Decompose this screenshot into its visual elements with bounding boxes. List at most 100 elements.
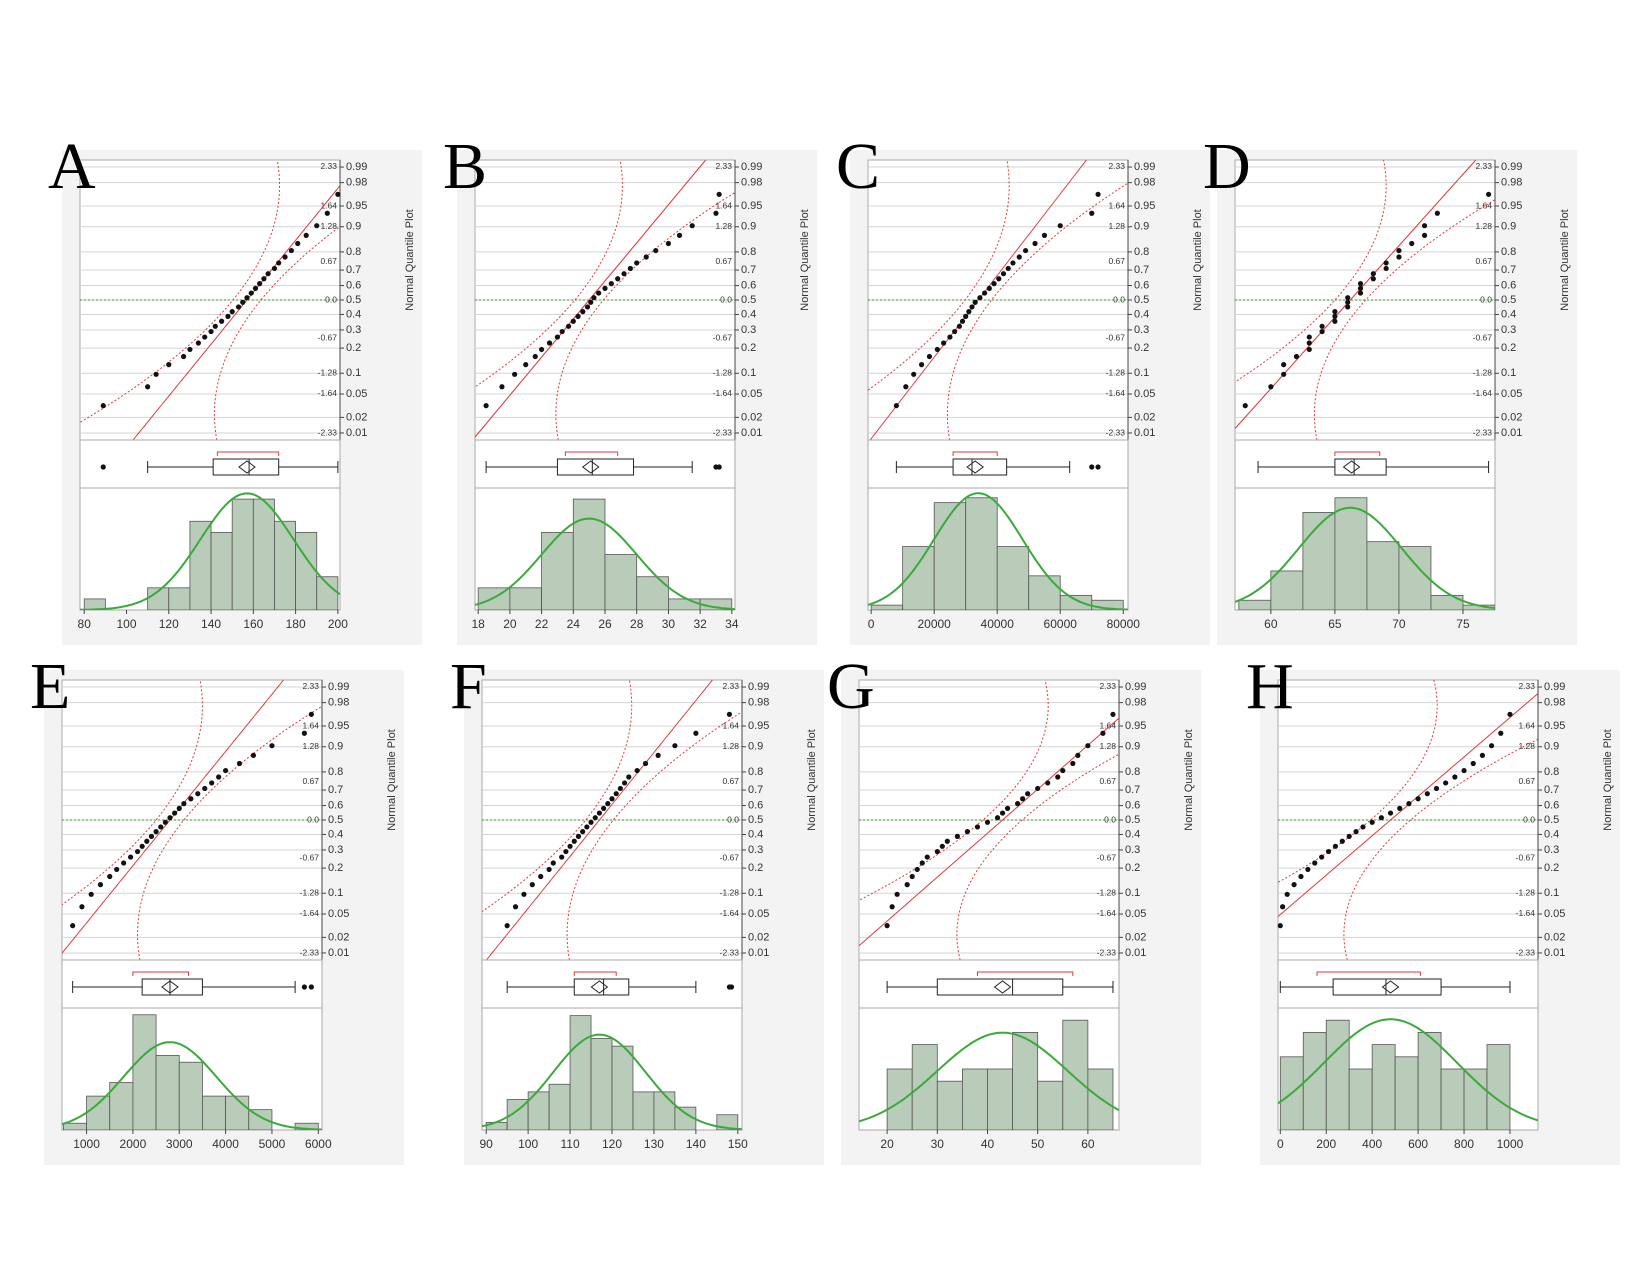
- probability-tick-label: 0.3: [1134, 324, 1149, 336]
- outlier: [301, 984, 307, 990]
- probability-tick-label: 0.5: [748, 814, 763, 826]
- quantile-point: [903, 384, 909, 390]
- z-tick-label: -2.33: [1097, 947, 1117, 957]
- quantile-point: [248, 290, 254, 296]
- probability-tick-label: 0.8: [346, 246, 361, 258]
- quantile-point: [1095, 191, 1101, 197]
- quantile-point: [523, 362, 529, 368]
- z-tick-label: 2.33: [722, 681, 739, 691]
- quantile-point: [591, 295, 597, 301]
- quantile-point: [1242, 403, 1248, 409]
- z-tick-label: -0.67: [720, 853, 740, 863]
- z-tick-label: 2.33: [1099, 681, 1116, 691]
- z-tick-label: -2.33: [300, 947, 320, 957]
- x-tick-label: 0: [868, 617, 875, 631]
- probability-tick-label: 0.7: [328, 784, 343, 796]
- quantile-point: [257, 281, 263, 287]
- histogram-bar: [987, 1068, 1013, 1130]
- probability-tick-label: 0.98: [741, 177, 762, 189]
- x-tick-label: 3000: [166, 1137, 193, 1151]
- z-tick-label: -1.28: [713, 367, 733, 377]
- normal-curve: [62, 1041, 322, 1130]
- probability-tick-label: 0.6: [1544, 799, 1559, 811]
- box: [212, 458, 280, 476]
- probability-tick-label: 0.4: [748, 828, 763, 840]
- z-tick-label: -1.64: [318, 388, 338, 398]
- probability-tick-label: 0.98: [748, 697, 769, 709]
- quantile-point: [934, 848, 940, 855]
- x-tick-label: 28: [630, 617, 644, 631]
- quantile-point: [1075, 752, 1081, 758]
- panel-letter: E: [30, 650, 70, 723]
- z-tick-label: 0.0: [1113, 294, 1125, 304]
- quantile-point: [79, 904, 85, 910]
- quantile-point: [1089, 210, 1095, 216]
- histogram-bar: [1302, 512, 1336, 610]
- histogram-bar: [1062, 1019, 1089, 1130]
- quantile-point: [914, 866, 920, 873]
- probability-tick-label: 0.05: [1501, 388, 1522, 400]
- quantile-point: [1434, 210, 1440, 216]
- x-tick-label: 32: [693, 617, 707, 631]
- z-tick-label: -0.67: [300, 853, 320, 863]
- quantile-point: [265, 271, 271, 277]
- probability-tick-label: 0.3: [1125, 844, 1140, 856]
- quantile-point: [114, 866, 120, 873]
- probability-tick-label: 0.9: [1134, 221, 1149, 233]
- histogram-bar: [668, 598, 701, 610]
- x-tick-label: 34: [725, 617, 739, 631]
- histogram-bar: [248, 1109, 273, 1130]
- outlier: [308, 984, 314, 990]
- shortest-half: [1316, 971, 1421, 976]
- z-tick-label: -2.33: [318, 427, 338, 437]
- quantile-point: [601, 805, 607, 811]
- quantile-point: [596, 810, 603, 816]
- x-tick-label: 800: [1454, 1137, 1474, 1151]
- quantile-point: [229, 309, 235, 315]
- x-tick-label: 80000: [1107, 617, 1141, 631]
- probability-tick-label: 0.8: [748, 766, 763, 778]
- quantile-point: [689, 223, 695, 229]
- histogram-bar: [604, 554, 638, 610]
- quantile-point: [575, 313, 581, 319]
- probability-tick-label: 0.9: [1501, 221, 1516, 233]
- z-tick-label: 0.0: [720, 294, 732, 304]
- quantile-point: [999, 810, 1006, 816]
- x-tick-label: 0: [1277, 1137, 1284, 1151]
- quantile-point: [1291, 882, 1297, 888]
- probability-tick-label: 0.05: [346, 388, 367, 400]
- probability-tick-label: 0.05: [748, 908, 769, 920]
- quantile-point: [538, 346, 545, 353]
- z-tick-label: -2.33: [1106, 427, 1126, 437]
- z-tick-label: 0.67: [1475, 256, 1492, 266]
- z-tick-label: 1.28: [320, 221, 337, 231]
- normal-curve: [1278, 1018, 1538, 1122]
- z-tick-label: -1.28: [720, 887, 740, 897]
- quantile-point: [127, 854, 134, 860]
- quantile-point: [1306, 340, 1312, 346]
- normal-curve: [482, 1033, 742, 1130]
- quantile-point: [1032, 240, 1038, 247]
- confidence-band: [1313, 199, 1495, 440]
- histogram-bar: [611, 1045, 634, 1130]
- probability-tick-label: 0.01: [328, 947, 349, 959]
- quantile-point: [613, 791, 619, 797]
- panel: 0.01 0.02 0.05 0.1 0.2 0.3 0.4 0.5 0.6 0.7 0.8 0.9 0…: [443, 130, 817, 645]
- quantile-point: [1306, 346, 1312, 353]
- quantile-point: [642, 760, 649, 767]
- quantile-point: [512, 904, 519, 910]
- quantile-point: [626, 774, 632, 780]
- quantile-point: [269, 743, 275, 749]
- quantile-axis-title: Normal Quantile Plot: [404, 209, 416, 311]
- probability-tick-label: 0.4: [1125, 828, 1140, 840]
- probability-tick-label: 0.95: [1125, 720, 1146, 732]
- histogram-bar: [274, 520, 297, 610]
- quantile-point: [499, 384, 505, 390]
- quantile-point: [521, 891, 527, 897]
- quantile-point: [1057, 223, 1063, 229]
- quantile-point: [1357, 281, 1364, 287]
- z-tick-label: 2.33: [1475, 161, 1492, 171]
- z-tick-label: 1.64: [302, 721, 319, 731]
- x-tick-label: 200: [1316, 1137, 1336, 1151]
- probability-tick-label: 0.3: [1501, 324, 1516, 336]
